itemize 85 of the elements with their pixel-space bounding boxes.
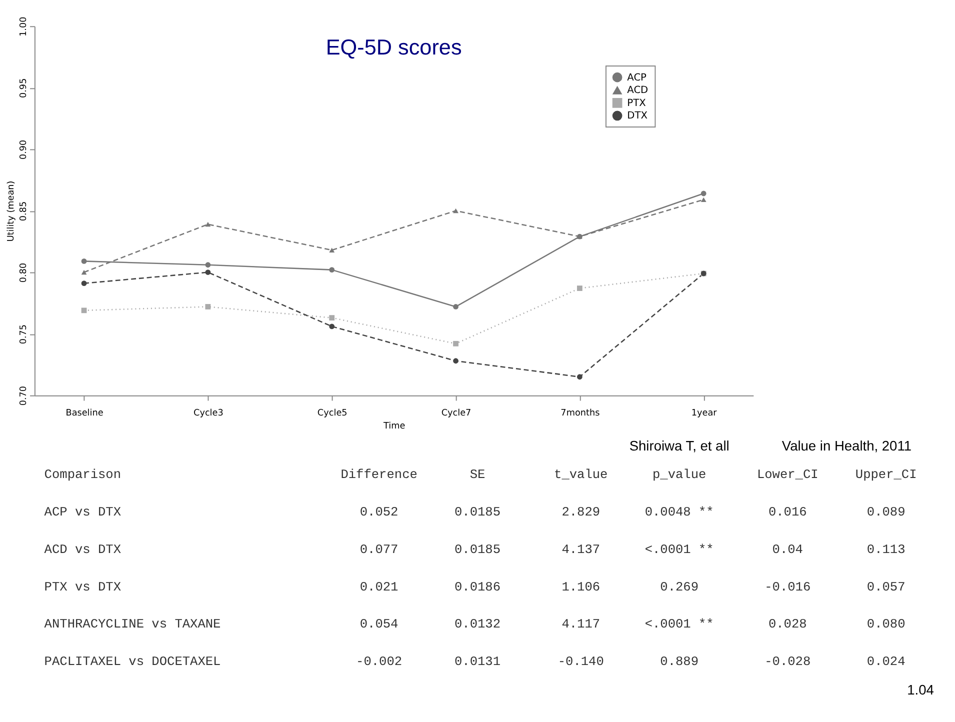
- text: t_value: [554, 467, 608, 482]
- point: [576, 286, 582, 291]
- text: Comparison: [44, 467, 122, 482]
- text: SE: [470, 467, 486, 482]
- x-tick-label: Baseline: [66, 408, 104, 419]
- y-tick-label: 0.70: [19, 386, 30, 406]
- point: [329, 315, 335, 320]
- y-tick-label: 0.75: [19, 324, 30, 344]
- x-tick-label: Cycle7: [441, 408, 472, 419]
- point: [453, 340, 458, 346]
- text: 0.080: [866, 616, 906, 632]
- legend-label: ACD: [627, 85, 648, 96]
- legend-label: DTX: [627, 110, 648, 122]
- text: p_value: [652, 467, 706, 482]
- text: 0.052: [360, 504, 398, 520]
- text: 0.0131: [454, 654, 501, 670]
- x-tick-label: 1year: [691, 408, 718, 419]
- chart-title: EQ-5D scores: [326, 34, 462, 60]
- y-tick-label: 0.80: [19, 262, 30, 283]
- text: 0.054: [360, 616, 399, 632]
- text: 2.829: [562, 504, 600, 520]
- text: PACLITAXEL vs DOCETAXEL: [44, 654, 221, 670]
- point: [453, 304, 458, 310]
- point: [205, 270, 211, 275]
- point: [205, 304, 211, 310]
- text: 0.0185: [454, 504, 501, 520]
- text: 4.117: [562, 616, 600, 632]
- text: 0.269: [660, 579, 699, 594]
- legend-label: PTX: [627, 98, 646, 109]
- point: [81, 270, 87, 275]
- x-tick-label: 7months: [560, 408, 600, 419]
- text: 1.106: [562, 579, 600, 594]
- point: [700, 190, 706, 196]
- point: [205, 222, 211, 227]
- text: ANTHRACYCLINE vs TAXANE: [44, 616, 221, 632]
- y-tick-label: 1.00: [19, 16, 30, 36]
- text: Lower_CI: [756, 467, 818, 482]
- x-axis-title: Time: [382, 421, 406, 432]
- y-tick-label: 0.85: [19, 201, 30, 222]
- text: Upper_CI: [855, 467, 917, 482]
- point: [329, 248, 335, 252]
- text: -0.028: [764, 654, 811, 670]
- text: PTX vs DTX: [44, 579, 122, 594]
- text: 0.024: [866, 654, 906, 670]
- text: 1.04: [907, 682, 934, 698]
- point: [205, 262, 211, 268]
- point: [81, 280, 87, 286]
- y-tick-label: 0.90: [19, 139, 30, 160]
- text: Shiroiwa T, et all: [629, 438, 730, 454]
- text: 4.137: [562, 542, 600, 557]
- x-tick-label: Cycle5: [317, 408, 348, 419]
- text: 0.016: [768, 504, 807, 520]
- text: 0.889: [660, 654, 699, 670]
- point: [81, 308, 87, 314]
- text: -0.016: [764, 579, 811, 594]
- text: -0.002: [356, 654, 402, 670]
- point: [329, 324, 335, 330]
- point: [576, 374, 582, 380]
- y-tick-label: 0.95: [19, 78, 30, 98]
- legend-label: ACP: [627, 72, 647, 84]
- point: [453, 358, 458, 364]
- point: [329, 267, 335, 272]
- text: 0.04: [772, 542, 804, 557]
- text: 0.028: [768, 616, 807, 632]
- text: <.0001 **: [644, 616, 714, 632]
- text: 0.0185: [454, 542, 501, 557]
- y-axis-title: Utility (mean): [6, 180, 16, 242]
- point: [700, 197, 706, 202]
- point: [81, 258, 87, 264]
- text: 0.077: [360, 542, 398, 557]
- text: 0.089: [866, 504, 906, 520]
- text: <.0001 **: [644, 542, 714, 557]
- x-tick-label: Cycle3: [194, 408, 224, 419]
- text: 0.0186: [454, 579, 501, 594]
- text: -0.140: [558, 654, 604, 670]
- text: 0.057: [866, 579, 906, 594]
- point: [453, 208, 458, 214]
- text: 0.021: [360, 579, 399, 594]
- text: Value in Health, 2011: [782, 438, 912, 454]
- text: ACP vs DTX: [44, 504, 122, 520]
- text: 0.0132: [454, 616, 501, 632]
- text: Difference: [340, 467, 418, 482]
- text: 0.113: [866, 542, 906, 557]
- text: 0.0048 **: [644, 504, 714, 520]
- text: ACD vs DTX: [44, 542, 122, 557]
